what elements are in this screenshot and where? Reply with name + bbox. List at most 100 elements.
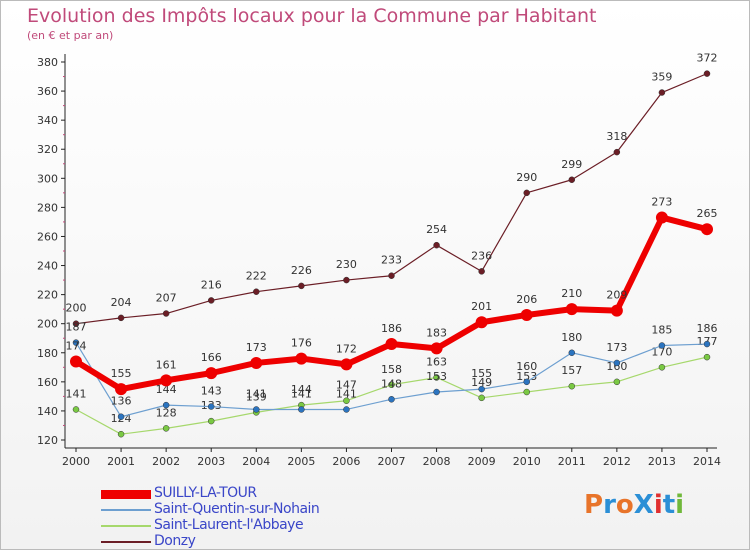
data-label: 201: [471, 300, 492, 313]
data-label: 153: [426, 370, 447, 383]
data-point: [162, 401, 170, 409]
data-label: 216: [201, 278, 222, 291]
x-tick-label: 2007: [378, 455, 406, 468]
data-point: [70, 355, 82, 368]
x-tick-label: 2011: [558, 455, 586, 468]
data-label: 144: [291, 383, 312, 396]
data-point: [523, 388, 530, 396]
data-point: [478, 268, 485, 275]
data-label: 372: [697, 52, 718, 65]
data-label: 155: [471, 367, 492, 380]
data-point: [703, 340, 711, 348]
data-label: 173: [606, 341, 627, 354]
data-point: [658, 364, 666, 371]
data-point: [162, 425, 170, 432]
x-tick-label: 2013: [648, 455, 676, 468]
data-point: [433, 241, 440, 249]
data-point: [207, 417, 215, 425]
data-label: 147: [336, 379, 357, 392]
data-point: [115, 383, 128, 396]
data-label: 200: [66, 302, 87, 315]
x-tick-label: 2000: [62, 455, 90, 468]
data-point: [117, 430, 125, 438]
y-tick-label: 220: [37, 289, 58, 302]
data-label: 206: [516, 293, 537, 306]
data-point: [613, 378, 621, 386]
chart-subtitle: (en € et par an): [27, 29, 114, 42]
x-tick-label: 2003: [197, 455, 225, 468]
data-point: [388, 272, 395, 279]
legend-swatch: [101, 489, 151, 499]
data-point: [430, 342, 443, 355]
data-label: 185: [651, 324, 672, 337]
data-point: [298, 282, 305, 290]
chart-title: Evolution des Impôts locaux pour la Comm…: [27, 5, 597, 27]
data-point: [523, 189, 530, 197]
data-point: [343, 406, 350, 413]
data-label: 265: [697, 207, 718, 220]
data-point: [343, 397, 350, 404]
y-tick-label: 180: [37, 347, 58, 360]
data-point: [253, 406, 260, 413]
data-label: 254: [426, 223, 447, 236]
data-label: 158: [381, 363, 402, 376]
data-label: 136: [111, 395, 132, 408]
legend-label: Donzy: [154, 533, 196, 549]
data-point: [568, 349, 576, 357]
data-point: [433, 388, 440, 396]
data-label: 141: [246, 387, 267, 400]
data-label: 222: [246, 270, 267, 283]
y-tick-label: 300: [37, 172, 58, 185]
y-tick-label: 340: [37, 114, 58, 127]
data-point: [162, 310, 170, 317]
data-point: [207, 297, 215, 304]
data-label: 141: [336, 387, 357, 400]
data-point: [613, 359, 621, 367]
data-point: [72, 406, 80, 413]
logo-letter: r: [603, 490, 616, 520]
data-point: [72, 320, 80, 327]
data-point: [520, 308, 533, 321]
data-point: [568, 382, 576, 390]
y-tick-label: 320: [37, 143, 58, 156]
data-label: 163: [426, 355, 447, 368]
data-label: 160: [606, 360, 627, 373]
data-label: 141: [66, 387, 87, 400]
data-label: 157: [561, 364, 582, 377]
data-label: 299: [561, 158, 582, 171]
legend-swatch: [101, 541, 151, 543]
data-point: [160, 374, 173, 387]
x-tick-label: 2005: [287, 455, 315, 468]
data-label: 143: [201, 385, 222, 398]
data-point: [205, 367, 218, 380]
data-point: [565, 303, 578, 316]
data-point: [250, 356, 263, 369]
data-label: 233: [381, 254, 402, 267]
data-point: [298, 406, 305, 413]
data-label: 144: [156, 383, 177, 396]
data-label: 187: [66, 321, 87, 334]
data-label: 166: [201, 351, 222, 364]
data-point: [523, 378, 530, 386]
data-point: [388, 396, 395, 403]
data-point: [388, 381, 395, 389]
legend-swatch: [101, 525, 151, 527]
logo-letter: P: [584, 490, 604, 520]
data-point: [613, 148, 621, 156]
x-tick-label: 2008: [423, 455, 451, 468]
data-point: [610, 304, 623, 317]
y-tick-label: 120: [37, 434, 58, 447]
data-label: 161: [156, 358, 177, 371]
data-point: [478, 385, 485, 393]
logo-letter: t: [662, 490, 676, 520]
data-label: 141: [291, 387, 312, 400]
data-label: 180: [561, 331, 582, 344]
data-label: 153: [516, 370, 537, 383]
data-point: [703, 353, 711, 361]
data-point: [658, 89, 666, 96]
series-line: [75, 73, 708, 325]
data-label: 155: [111, 367, 132, 380]
proxiti-logo: ProXiti: [584, 490, 684, 520]
